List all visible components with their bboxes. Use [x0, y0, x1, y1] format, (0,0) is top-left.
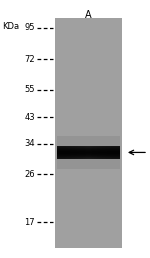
Text: A: A — [85, 10, 92, 20]
Text: 72: 72 — [24, 55, 35, 63]
Text: 55: 55 — [24, 85, 35, 94]
Text: 95: 95 — [24, 23, 35, 32]
Bar — [57, 136, 120, 169]
Text: 26: 26 — [24, 170, 35, 179]
Text: 43: 43 — [24, 113, 35, 122]
Text: KDa: KDa — [2, 22, 19, 31]
Bar — [55, 18, 122, 248]
Text: 17: 17 — [24, 217, 35, 227]
Text: 34: 34 — [24, 139, 35, 148]
